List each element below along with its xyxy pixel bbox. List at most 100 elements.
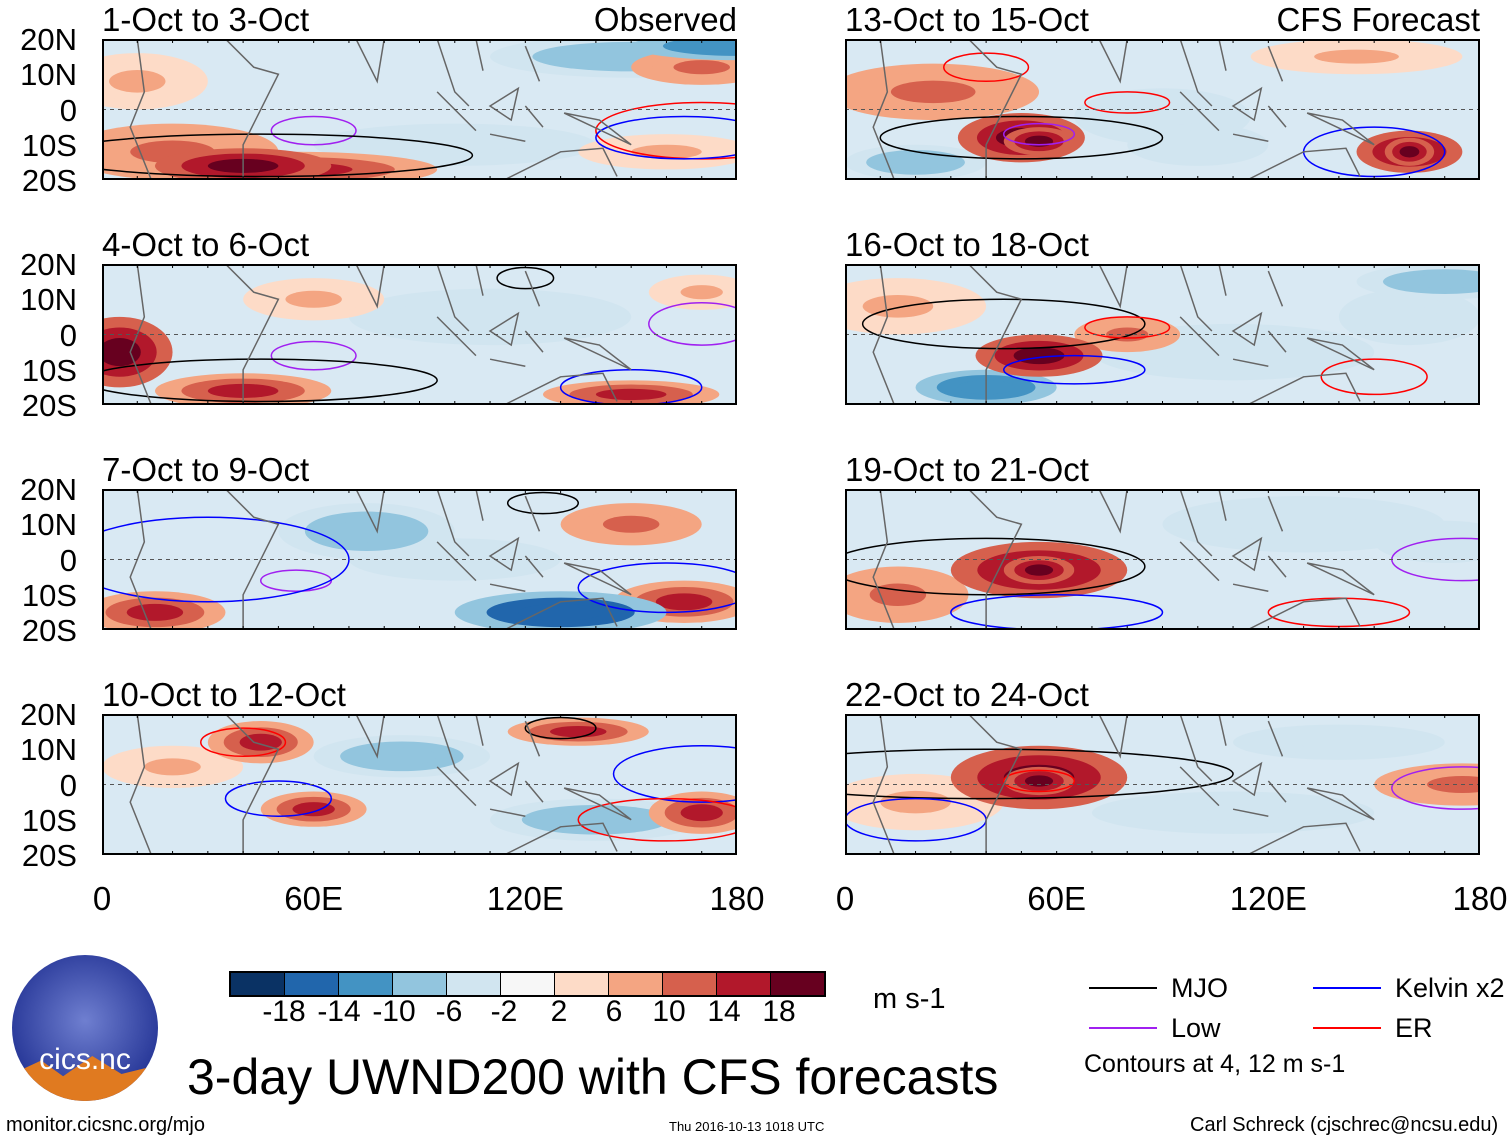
legend-label: ER — [1395, 1013, 1433, 1043]
wave-contour — [224, 780, 333, 817]
lat-tick-label: 0 — [59, 767, 77, 803]
wind-anomaly-shading — [1176, 804, 1290, 822]
colorbar-tick-label: -10 — [372, 995, 416, 1028]
legend-line — [1313, 987, 1381, 989]
wind-anomaly-shading — [144, 758, 201, 776]
lon-tick-label: 120E — [486, 880, 564, 917]
legend-line — [1089, 987, 1157, 989]
legend-line — [1089, 1027, 1157, 1029]
map-panel — [102, 714, 737, 855]
footer-author: Carl Schreck (cjschrec@ncsu.edu) — [1190, 1114, 1499, 1136]
wind-anomaly-shading — [1381, 305, 1438, 329]
lat-tick-label: 0 — [59, 542, 77, 578]
wind-anomaly-shading — [655, 593, 713, 611]
colorbar-swatch — [393, 973, 447, 995]
wind-anomaly-shading — [1169, 136, 1226, 154]
map-panel — [845, 714, 1480, 855]
wind-anomaly-shading — [1247, 512, 1361, 536]
wind-anomaly-shading — [433, 305, 547, 329]
legend-label: MJO — [1171, 973, 1228, 1003]
wind-anomaly-shading — [602, 515, 660, 533]
lon-tick-label: 60E — [1027, 880, 1087, 917]
wave-contour — [200, 727, 287, 758]
wind-anomaly-shading — [1127, 105, 1198, 128]
wind-anomaly-shading — [673, 60, 730, 75]
wind-anomaly-shading — [126, 603, 184, 621]
panel-title: 10-Oct to 12-Oct — [102, 676, 346, 713]
colorbar-tick-label: -6 — [435, 995, 463, 1028]
wave-contour — [270, 340, 357, 371]
map-panel — [845, 264, 1480, 405]
colorbar-swatch — [717, 973, 771, 995]
legend-label: Low — [1171, 1013, 1221, 1043]
wind-anomaly-shading — [1409, 274, 1480, 289]
lat-tick-label: 20N — [20, 22, 77, 57]
wave-contour — [102, 358, 438, 403]
map-panel — [102, 489, 737, 630]
wind-anomaly-shading — [887, 155, 944, 170]
lon-tick-label: 0 — [835, 880, 855, 917]
colorbar-tick-label: 6 — [605, 995, 623, 1028]
wind-anomaly-shading — [1399, 146, 1420, 158]
lat-tick-label: 10N — [20, 507, 77, 543]
lat-tick-label: 10N — [20, 57, 77, 93]
footer-timestamp: Thu 2016-10-13 1018 UTC — [669, 1119, 825, 1134]
wind-anomaly-shading — [102, 338, 141, 367]
colorbar-tick-label: -14 — [317, 995, 361, 1028]
colorbar-tick-label: 18 — [762, 995, 796, 1028]
footer-url[interactable]: monitor.cicsnc.org/mjo — [6, 1114, 205, 1136]
wind-anomaly-shading — [518, 603, 603, 621]
wave-contour — [879, 115, 1164, 160]
lon-tick-label: 0 — [92, 880, 112, 917]
wave-contour — [102, 133, 474, 178]
wave-contour — [270, 115, 357, 146]
lon-tick-label: 180 — [1452, 880, 1508, 917]
wind-anomaly-shading — [880, 790, 951, 814]
figure-title: 3-day UWND200 with CFS forecasts — [187, 1049, 999, 1105]
lon-tick-label: 120E — [1229, 880, 1307, 917]
panel-title: 4-Oct to 6-Oct — [102, 226, 310, 263]
wind-anomaly-shading — [595, 388, 667, 401]
wind-anomaly-shading — [366, 747, 438, 765]
lat-tick-label: 20S — [21, 613, 77, 648]
wind-anomaly-shading — [553, 811, 639, 829]
colorbar-tick-label: 14 — [707, 995, 741, 1028]
panel-title: 13-Oct to 15-Oct — [845, 1, 1089, 38]
wind-anomaly-shading — [1024, 564, 1054, 576]
map-panel — [102, 39, 737, 180]
colorbar-swatch — [447, 973, 501, 995]
wave-contour — [845, 748, 1234, 800]
map-panel — [845, 489, 1480, 630]
wave-contour — [1320, 358, 1428, 396]
wind-anomaly-shading — [890, 80, 976, 104]
wind-anomaly-shading — [1314, 49, 1399, 64]
legend-label: Kelvin x2 — [1395, 973, 1505, 1003]
wind-anomaly-shading — [869, 583, 927, 607]
lat-tick-label: 10S — [21, 127, 77, 163]
wave-contour — [861, 298, 1146, 350]
wind-anomaly-shading — [1176, 340, 1290, 364]
wind-anomaly-shading — [331, 520, 402, 543]
wave-contour — [506, 491, 580, 515]
wave-contour — [1003, 122, 1076, 146]
colorbar-swatch — [771, 973, 824, 995]
lat-tick-label: 10S — [21, 577, 77, 613]
colorbar-tick-label: -18 — [262, 995, 306, 1028]
map-panel — [102, 264, 737, 405]
wind-anomaly-shading — [398, 136, 512, 154]
wave-contour — [1003, 769, 1076, 793]
wave-contour — [595, 115, 737, 160]
cics-logo: cics.nc — [12, 955, 158, 1101]
colorbar-tick-label: 2 — [550, 995, 568, 1028]
lat-tick-label: 20N — [20, 697, 77, 732]
wave-contour — [577, 562, 737, 614]
legend-note: Contours at 4, 12 m s-1 — [1084, 1050, 1346, 1078]
colorbar — [229, 971, 826, 997]
panel-title: 1-Oct to 3-Oct — [102, 1, 310, 38]
logo-text: cics.nc — [39, 1043, 131, 1076]
wave-contour — [612, 744, 737, 803]
legend-line — [1313, 1027, 1381, 1029]
wind-anomaly-shading — [550, 725, 607, 738]
wave-contour — [950, 594, 1164, 630]
lat-tick-label: 20N — [20, 472, 77, 507]
